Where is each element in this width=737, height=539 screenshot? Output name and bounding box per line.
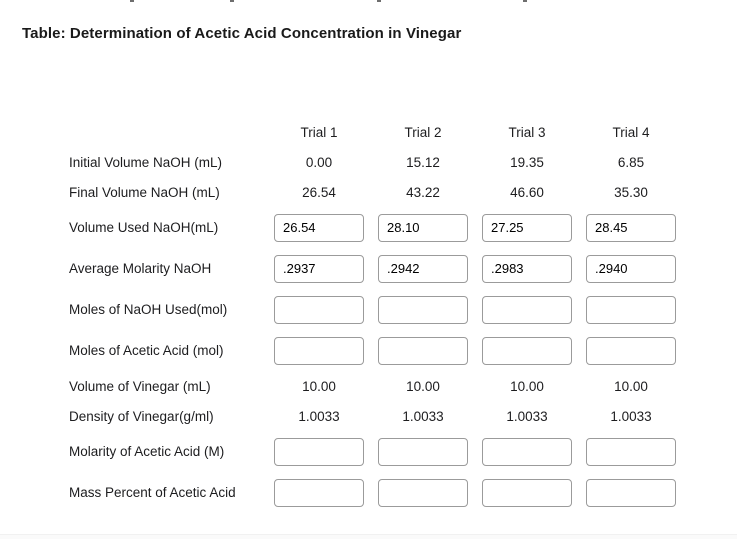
input-cell [475, 472, 579, 513]
table-row: Molarity of Acetic Acid (M) [69, 431, 685, 472]
value-cell: 1.0033 [298, 408, 340, 424]
column-header-trial-3: Trial 3 [508, 124, 546, 140]
table-input-trial-4[interactable] [586, 295, 676, 324]
value-cell: 10.00 [614, 378, 648, 394]
table-input-trial-4[interactable] [586, 437, 676, 466]
value-cell: 1.0033 [506, 408, 548, 424]
page-title: Table: Determination of Acetic Acid Conc… [22, 25, 462, 42]
table-input-trial-1[interactable] [274, 437, 364, 466]
table-input-trial-2[interactable] [378, 478, 468, 507]
table-input-trial-1[interactable] [274, 213, 364, 242]
column-header-trial-4: Trial 4 [612, 124, 650, 140]
table-input-trial-2[interactable] [378, 295, 468, 324]
input-cell [579, 330, 683, 371]
cutoff-text-fragment [377, 0, 381, 2]
row-label: Moles of NaOH Used(mol) [69, 302, 228, 317]
input-cell [475, 431, 579, 472]
column-header-trial-2: Trial 2 [404, 124, 442, 140]
input-cell [475, 207, 579, 248]
footer-band [0, 534, 737, 539]
table-input-trial-3[interactable] [482, 213, 572, 242]
table-input-trial-2[interactable] [378, 437, 468, 466]
input-cell [371, 330, 475, 371]
acetic-acid-table: Trial 1 Trial 2 Trial 3 Trial 4 Initial … [69, 117, 685, 513]
table-input-trial-2[interactable] [378, 336, 468, 365]
value-cell: 19.35 [510, 154, 544, 170]
input-cell [579, 248, 683, 289]
row-label: Initial Volume NaOH (mL) [69, 154, 223, 170]
row-label: Volume Used NaOH(mL) [69, 220, 219, 235]
row-label: Molarity of Acetic Acid (M) [69, 444, 225, 459]
row-label: Average Molarity NaOH [69, 261, 212, 276]
value-cell: 15.12 [406, 154, 440, 170]
input-cell [371, 431, 475, 472]
input-cell [371, 248, 475, 289]
value-cell: 6.85 [617, 154, 645, 170]
table-input-trial-3[interactable] [482, 254, 572, 283]
input-cell [579, 472, 683, 513]
column-header-trial-1: Trial 1 [300, 124, 338, 140]
table-input-trial-4[interactable] [586, 254, 676, 283]
table-row: Volume of Vinegar (mL) 10.00 10.00 10.00 10.… [69, 371, 685, 401]
table-input-trial-2[interactable] [378, 254, 468, 283]
cutoff-text-fragment [130, 0, 134, 2]
table-input-trial-4[interactable] [586, 478, 676, 507]
table-input-trial-3[interactable] [482, 478, 572, 507]
value-cell: 1.0033 [610, 408, 652, 424]
cutoff-text-fragment [230, 0, 234, 2]
value-cell: 26.54 [302, 184, 336, 200]
input-cell [267, 330, 371, 371]
row-label: Final Volume NaOH (mL) [69, 184, 220, 200]
value-cell: 10.00 [406, 378, 440, 394]
table-row: Initial Volume NaOH (mL) 0.00 15.12 19.35 6.… [69, 147, 685, 177]
table-row: Density of Vinegar(g/ml) 1.0033 1.0033 1.00… [69, 401, 685, 431]
table-input-trial-3[interactable] [482, 336, 572, 365]
table-input-trial-1[interactable] [274, 478, 364, 507]
table-header-row: Trial 1 Trial 2 Trial 3 Trial 4 [69, 117, 685, 147]
table-input-trial-2[interactable] [378, 213, 468, 242]
table-row: Final Volume NaOH (mL) 26.54 43.22 46.60 35.… [69, 177, 685, 207]
table-input-trial-1[interactable] [274, 295, 364, 324]
table-input-trial-3[interactable] [482, 437, 572, 466]
table-row: Moles of NaOH Used(mol) [69, 289, 685, 330]
value-cell: 1.0033 [402, 408, 444, 424]
row-label: Volume of Vinegar (mL) [69, 378, 211, 394]
input-cell [267, 248, 371, 289]
table-body: Initial Volume NaOH (mL) 0.00 15.12 19.35 6.… [69, 147, 685, 513]
row-label: Mass Percent of Acetic Acid [69, 485, 236, 500]
input-cell [267, 207, 371, 248]
input-cell [267, 472, 371, 513]
cutoff-text-fragment [523, 0, 527, 2]
input-cell [579, 207, 683, 248]
value-cell: 43.22 [406, 184, 440, 200]
input-cell [475, 289, 579, 330]
input-cell [579, 431, 683, 472]
input-cell [579, 289, 683, 330]
table-input-trial-4[interactable] [586, 336, 676, 365]
input-cell [475, 330, 579, 371]
table-row: Average Molarity NaOH [69, 248, 685, 289]
value-cell: 0.00 [305, 154, 333, 170]
table-row: Mass Percent of Acetic Acid [69, 472, 685, 513]
table-row: Moles of Acetic Acid (mol) [69, 330, 685, 371]
value-cell: 10.00 [302, 378, 336, 394]
input-cell [267, 431, 371, 472]
table-input-trial-1[interactable] [274, 336, 364, 365]
value-cell: 46.60 [510, 184, 544, 200]
input-cell [371, 207, 475, 248]
row-label: Density of Vinegar(g/ml) [69, 408, 214, 424]
table-input-trial-3[interactable] [482, 295, 572, 324]
value-cell: 35.30 [614, 184, 648, 200]
input-cell [267, 289, 371, 330]
table-input-trial-1[interactable] [274, 254, 364, 283]
input-cell [475, 248, 579, 289]
row-label: Moles of Acetic Acid (mol) [69, 343, 224, 358]
value-cell: 10.00 [510, 378, 544, 394]
table-row: Volume Used NaOH(mL) [69, 207, 685, 248]
input-cell [371, 472, 475, 513]
table-input-trial-4[interactable] [586, 213, 676, 242]
input-cell [371, 289, 475, 330]
